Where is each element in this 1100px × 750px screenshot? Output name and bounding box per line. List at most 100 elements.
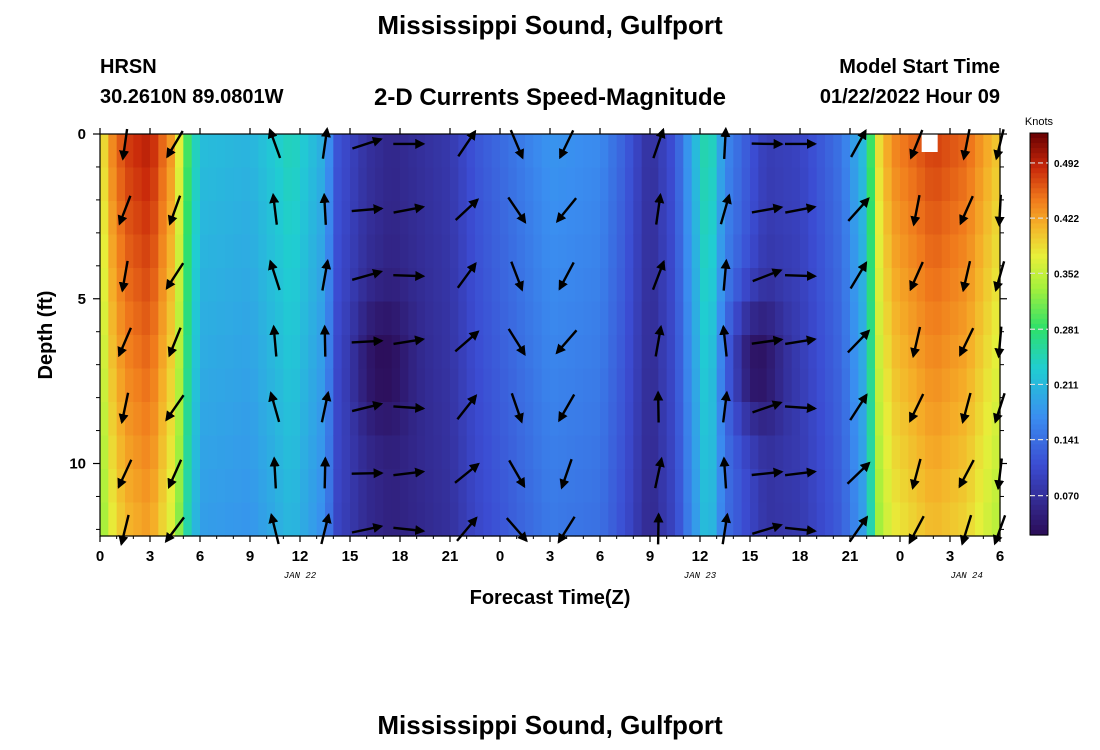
heat-cell [291,368,301,403]
heat-cell [150,201,159,236]
heat-cell [475,368,484,403]
heat-cell [241,435,251,470]
heat-cell [575,368,584,403]
current-vector [751,467,784,478]
current-vector [456,394,478,421]
heat-cell [375,167,384,202]
heat-cell [666,201,676,236]
colorbar-band [1030,198,1048,204]
heat-cell [833,502,843,537]
colorbar-band [1030,494,1048,501]
heat-cell [991,301,1001,336]
heat-cell [183,301,193,336]
heat-cell [408,134,418,169]
heat-cell [366,234,376,269]
current-vector [959,514,973,546]
heat-cell [600,301,609,336]
heat-cell [191,301,201,336]
heat-cell [300,402,309,437]
heat-cell [733,268,743,303]
colorbar-band [1030,288,1048,295]
current-vector [167,327,182,358]
heat-cell [475,402,484,437]
colorbar-band [1030,514,1048,521]
heat-cell [416,402,426,437]
heat-cell [808,502,818,537]
heat-cell [600,368,609,403]
heat-cell [341,402,351,437]
heat-cell [650,234,659,269]
heat-cell [466,134,476,169]
current-vector [321,258,332,291]
chart-title: Mississippi Sound, Gulfport [377,10,723,40]
heat-cell [491,469,501,504]
heat-cell [950,335,959,370]
heat-cell [841,502,851,537]
heat-cell [750,402,759,437]
colorbar-band [1030,293,1048,300]
heat-cell [716,134,726,169]
current-vector [751,335,784,346]
heat-cell [233,134,243,169]
heat-cell [691,368,701,403]
heat-cell [683,435,693,470]
heat-cell [458,368,468,403]
heat-cell [425,469,434,504]
heat-cell [100,335,109,370]
heat-cell [741,134,751,169]
heat-cell [266,402,276,437]
heat-cell [208,134,218,169]
heat-cell [100,402,109,437]
heat-cell [900,335,909,370]
heat-cell [483,502,493,537]
heat-cell [308,435,318,470]
heat-cell [933,234,943,269]
heat-cell [408,368,418,403]
heat-cell [433,469,443,504]
heat-cell [108,134,118,169]
heat-cell [975,201,984,236]
heat-cell [950,134,959,169]
heat-cell [750,301,759,336]
colorbar-band [1030,369,1048,375]
heat-cell [216,234,226,269]
heat-cell [208,368,218,403]
current-vector [508,459,526,489]
heat-cell [916,402,926,437]
heat-cell [858,402,868,437]
heat-cell [225,368,234,403]
heat-cell [700,435,709,470]
heat-cell [866,402,876,437]
heat-cell [125,301,134,336]
colorbar-band [1030,238,1048,245]
heat-cell [616,502,626,537]
heat-cell [200,502,209,537]
heat-cell [933,435,943,470]
current-vector [456,516,478,542]
heat-cell [241,201,251,236]
heat-cell [550,402,559,437]
colorbar-band [1030,278,1048,285]
heat-cell [100,368,109,403]
heat-cell [941,469,951,504]
heat-cell [558,234,568,269]
colorbar: Knots 0.492 0.422 0.352 0.281 0.211 0.141 0.070 [1025,116,1079,536]
heat-cell [458,201,468,236]
heat-cell [591,201,601,236]
heat-cell [183,201,193,236]
heat-cell [858,469,868,504]
heat-cell [758,268,768,303]
colorbar-band [1030,354,1048,360]
heat-cell [141,134,151,169]
heat-cell [158,502,168,537]
heat-cell [625,201,634,236]
heat-cell [900,301,909,336]
footer-title: Mississippi Sound, Gulfport [377,710,723,740]
heat-cell [650,402,659,437]
current-vector [164,516,185,544]
heat-cell [625,167,634,202]
heat-cell [825,435,834,470]
heat-cell [291,301,301,336]
heat-cell [758,234,768,269]
heat-cell [733,402,743,437]
